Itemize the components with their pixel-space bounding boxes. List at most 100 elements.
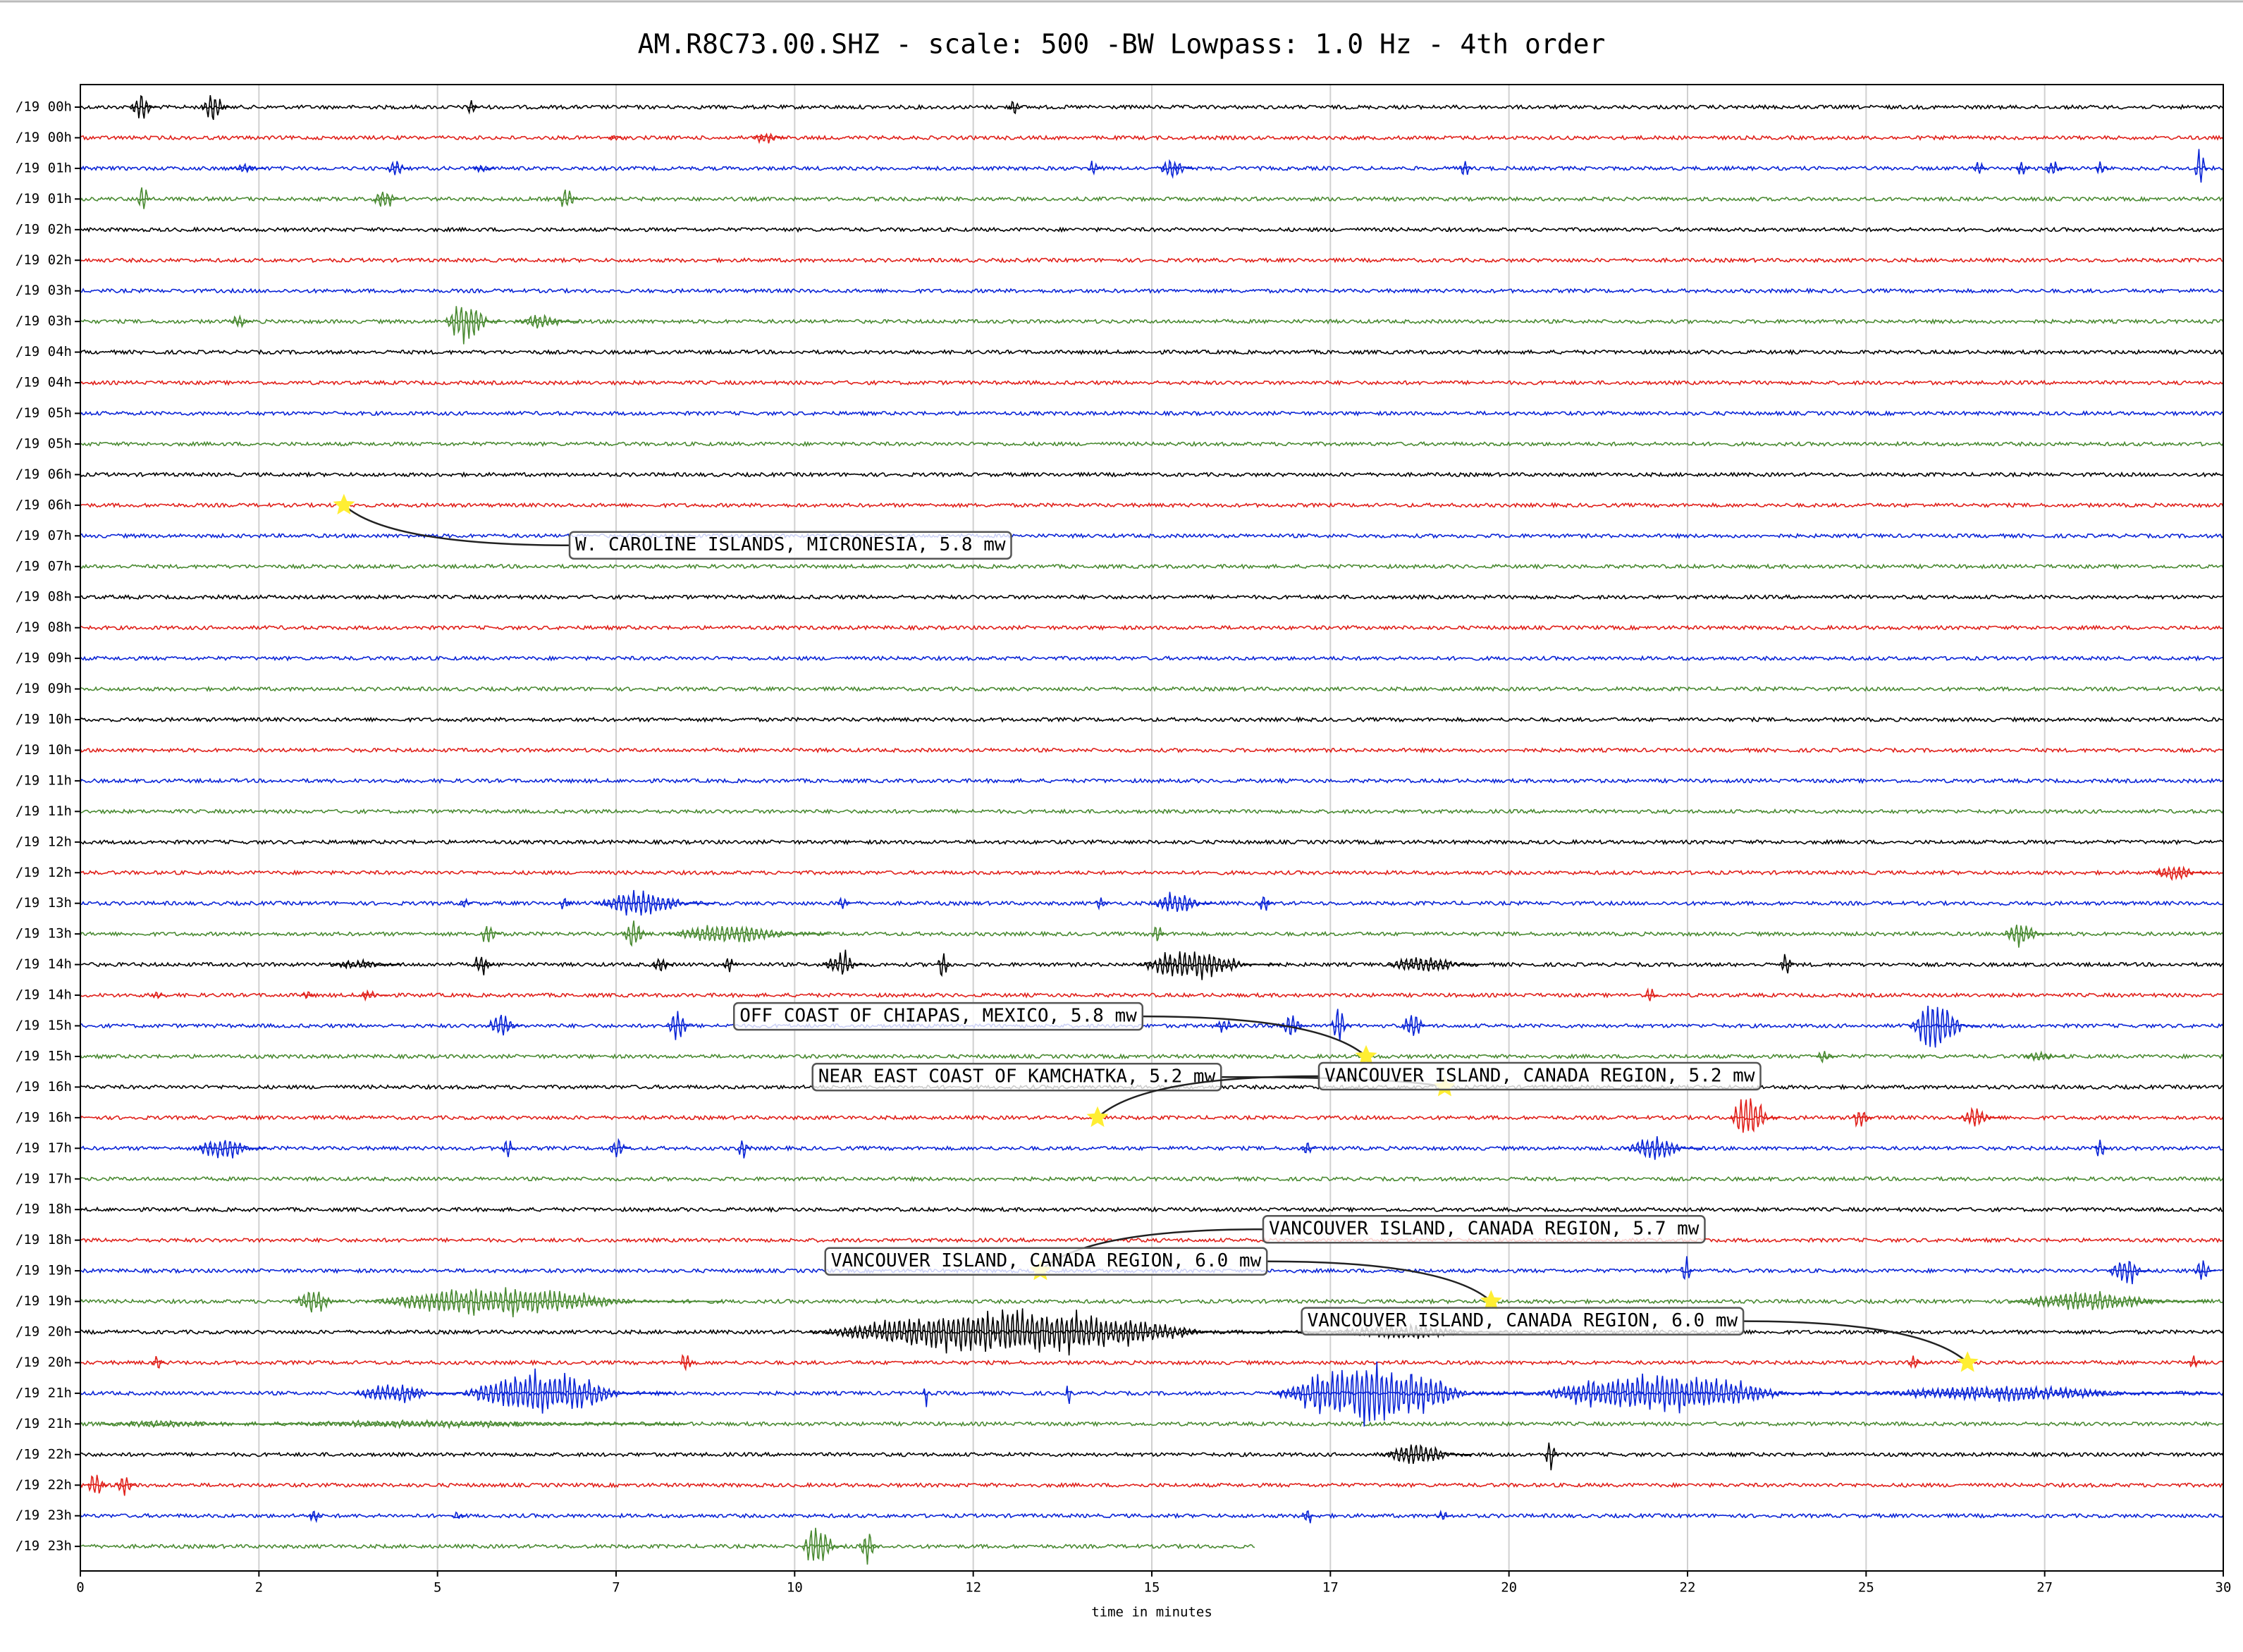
trace <box>80 1451 2224 1458</box>
burst <box>1065 1386 1074 1405</box>
y-tick-label: /19 16h <box>16 1079 72 1095</box>
y-tick-label: /19 08h <box>16 620 72 635</box>
burst <box>501 1140 516 1157</box>
trace <box>80 1206 2224 1213</box>
y-tick-label: /19 07h <box>16 528 72 543</box>
trace <box>80 502 2224 509</box>
trace <box>80 287 2224 295</box>
burst <box>594 889 715 916</box>
event-annotation: OFF COAST OF CHIAPAS, MEXICO, 5.8 mw <box>733 1001 1144 1031</box>
burst <box>558 189 580 207</box>
burst <box>472 956 495 975</box>
y-tick-label: /19 23h <box>16 1539 72 1554</box>
burst <box>1215 1018 1238 1033</box>
event-label: NEAR EAST COAST OF KAMCHATKA, 5.2 mw <box>818 1066 1216 1087</box>
y-tick-label: /19 22h <box>16 1446 72 1462</box>
y-tick-label: /19 13h <box>16 926 72 942</box>
trace <box>80 593 2224 600</box>
y-tick-label: /19 15h <box>16 1048 72 1064</box>
burst <box>473 164 495 173</box>
label-box <box>811 1062 1222 1092</box>
burst <box>608 1138 630 1158</box>
burst <box>465 100 480 115</box>
event-annotation: VANCOUVER ISLAND, CANADA REGION, 6.0 mw <box>1301 1307 1745 1336</box>
y-tick-label: /19 11h <box>16 772 72 788</box>
burst <box>1623 1136 1702 1160</box>
event-star <box>333 493 355 515</box>
burst <box>1329 1009 1352 1041</box>
x-tick-label: 25 <box>1858 1580 1874 1596</box>
y-tick-label: /19 21h <box>16 1385 72 1400</box>
burst <box>2015 161 2030 175</box>
burst <box>651 958 673 972</box>
x-tick-label: 2 <box>255 1580 263 1596</box>
burst <box>2044 161 2066 175</box>
burst <box>1258 896 1273 911</box>
burst <box>2194 149 2208 183</box>
burst <box>1437 1509 1451 1520</box>
burst <box>152 991 166 999</box>
trace <box>80 1114 2224 1121</box>
burst <box>151 1355 166 1369</box>
x-tick-label: 0 <box>76 1580 84 1596</box>
x-tick-label: 7 <box>612 1580 620 1596</box>
y-tick-label: /19 08h <box>16 589 72 605</box>
burst <box>1780 954 1795 974</box>
burst <box>858 1534 880 1565</box>
trace <box>80 746 2224 754</box>
burst <box>301 991 316 999</box>
trace <box>80 1145 2224 1152</box>
burst <box>1644 987 1659 1001</box>
trace <box>80 226 2224 233</box>
event-label: OFF COAST OF CHIAPAS, MEXICO, 5.8 mw <box>739 1006 1137 1027</box>
y-tick-label: /19 13h <box>16 895 72 911</box>
trace <box>80 318 2224 325</box>
y-tick-label: /19 05h <box>16 436 72 451</box>
burst <box>259 1419 687 1430</box>
trace <box>80 134 2224 142</box>
trace <box>80 563 2224 570</box>
burst <box>201 94 231 121</box>
burst <box>680 1354 694 1371</box>
x-tick-label: 5 <box>434 1580 441 1596</box>
y-tick-label: /19 06h <box>16 497 72 512</box>
trace <box>80 839 2224 846</box>
burst <box>1908 1355 1923 1369</box>
trace <box>80 410 2224 417</box>
connector <box>343 504 570 546</box>
connector <box>1267 1260 1492 1302</box>
burst <box>87 1474 109 1494</box>
burst <box>937 953 952 978</box>
trace <box>80 869 2224 876</box>
burst <box>1380 1444 1473 1465</box>
y-tick-label: /19 10h <box>16 742 72 758</box>
y-tick-label: /19 20h <box>16 1324 72 1340</box>
label-box <box>733 1001 1144 1031</box>
burst <box>351 1384 459 1403</box>
burst <box>1008 100 1023 115</box>
trace <box>80 777 2224 784</box>
burst <box>1458 161 1473 175</box>
y-tick-label: /19 04h <box>16 344 72 359</box>
event-label: VANCOUVER ISLAND, CANADA REGION, 6.0 mw <box>1308 1310 1738 1331</box>
x-tick-label: 20 <box>1501 1580 1517 1596</box>
event-label: W. CAROLINE ISLANDS, MICRONESIA, 5.8 mw <box>575 534 1006 555</box>
burst <box>294 1291 345 1313</box>
trace <box>80 104 2224 111</box>
y-tick-label: /19 00h <box>16 99 72 115</box>
y-tick-label: /19 16h <box>16 1109 72 1125</box>
y-tick-label: /19 03h <box>16 314 72 329</box>
y-tick-label: /19 09h <box>16 681 72 696</box>
burst <box>230 162 266 173</box>
burst <box>2187 1355 2201 1369</box>
y-tick-label: /19 19h <box>16 1293 72 1309</box>
burst <box>1680 1256 1695 1281</box>
burst <box>1851 1111 1874 1128</box>
burst <box>1094 897 1109 911</box>
burst <box>515 314 580 329</box>
trace <box>80 899 2224 907</box>
burst <box>451 1511 466 1520</box>
burst <box>2009 1290 2209 1310</box>
burst <box>1151 892 1215 912</box>
